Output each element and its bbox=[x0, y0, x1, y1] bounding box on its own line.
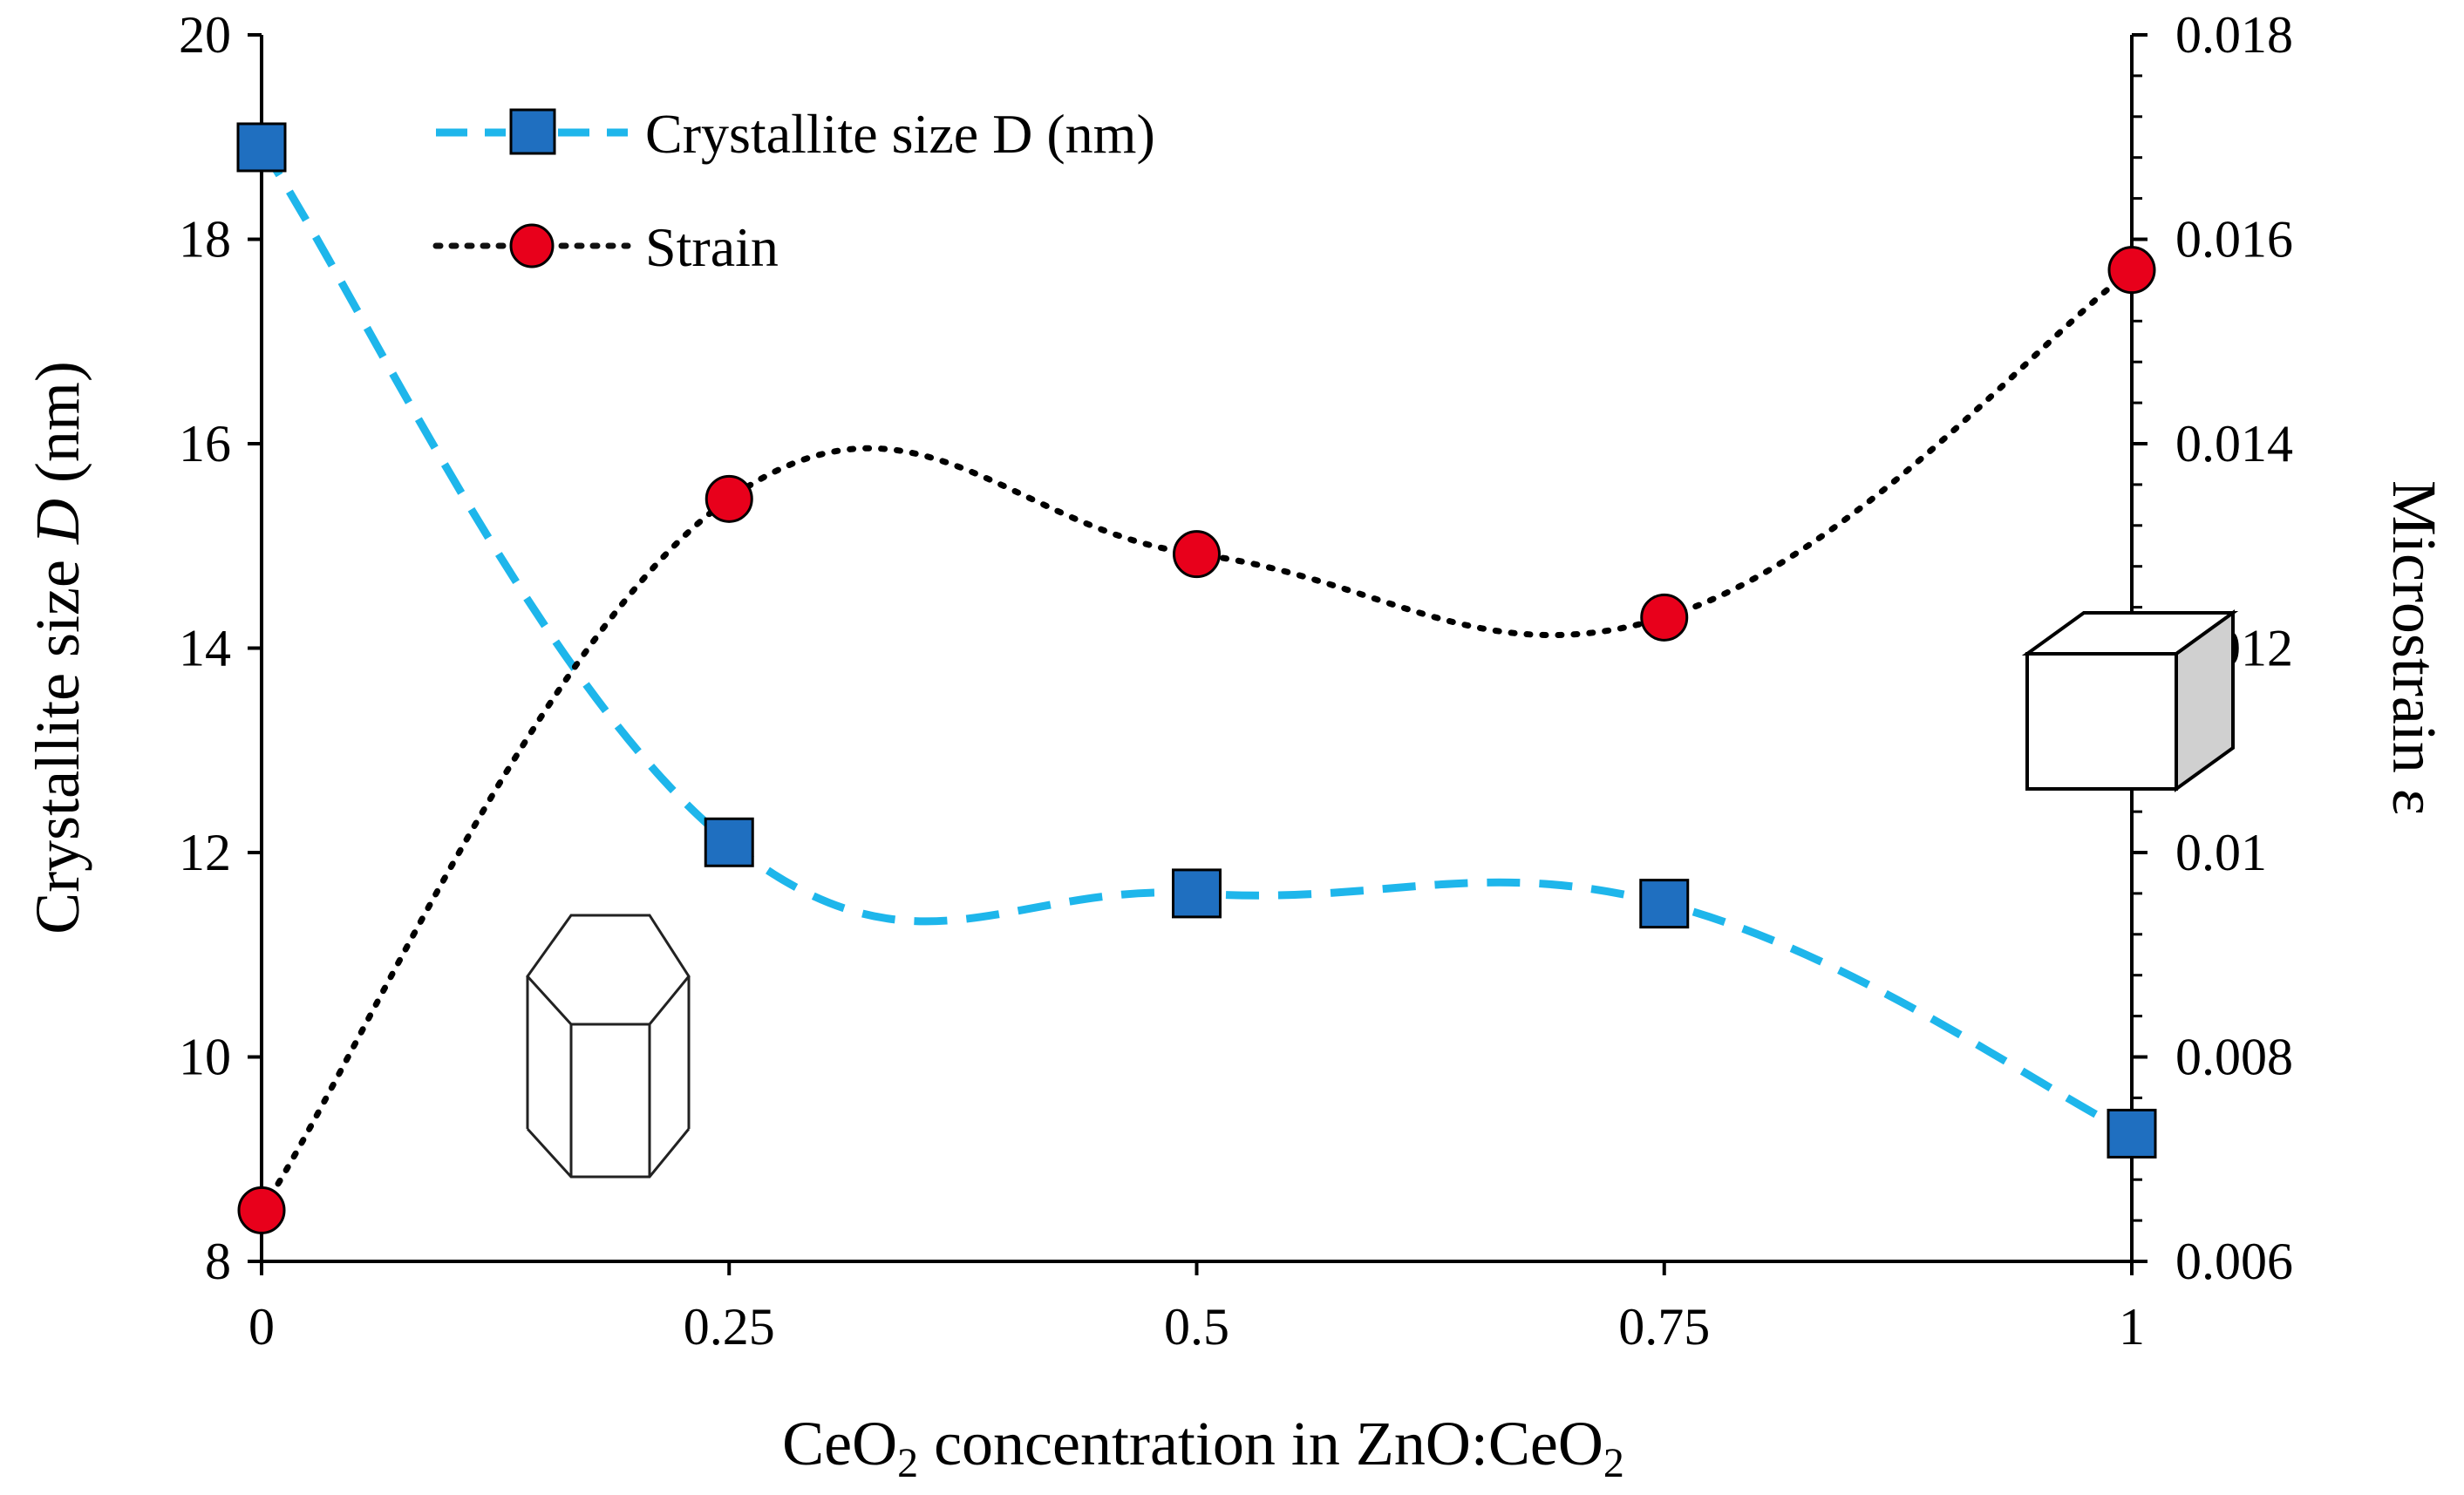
y-left-tick-label: 14 bbox=[179, 620, 231, 677]
y-left-tick-label: 16 bbox=[179, 415, 231, 472]
legend-square-marker bbox=[509, 108, 556, 155]
x-axis-title: CeO2 concentration in ZnO:CeO2 bbox=[782, 1409, 1624, 1486]
strain-marker bbox=[237, 1186, 286, 1234]
crystallite-size-marker bbox=[1172, 868, 1222, 919]
legend-circle-marker bbox=[509, 223, 555, 268]
y-left-tick-label: 20 bbox=[179, 6, 231, 64]
y-left-axis-title: Crystallite size D (nm) bbox=[23, 361, 92, 934]
strain-marker bbox=[1640, 593, 1689, 642]
y-left-tick-label: 10 bbox=[179, 1029, 231, 1086]
y-right-axis-title: Microstrain ε bbox=[2379, 480, 2449, 815]
hexagonal-prism-sketch bbox=[526, 914, 691, 1179]
series-markers bbox=[236, 122, 2157, 1234]
strain-marker bbox=[2107, 246, 2156, 295]
y-right-tick-label: 0.014 bbox=[2175, 415, 2293, 472]
y-left-tick-label: 18 bbox=[179, 211, 231, 268]
y-right-tick-label: 0.018 bbox=[2175, 6, 2293, 64]
x-tick-label: 0.25 bbox=[684, 1298, 775, 1356]
legend-label-strain: Strain bbox=[645, 216, 779, 278]
series-line-strain bbox=[258, 267, 2135, 1213]
crystallite-size-marker bbox=[2107, 1108, 2157, 1159]
legend-entry-crystallite-size: Crystallite size D (nm) bbox=[436, 103, 1155, 165]
series-lines bbox=[258, 145, 2135, 1213]
y-left-tick-label: 8 bbox=[205, 1233, 231, 1290]
y-right-tick-label: 0.01 bbox=[2175, 824, 2267, 881]
strain-marker bbox=[704, 474, 753, 523]
axes: 0 0.25 0.5 0.75 181012141618200.0060.0080.01… bbox=[179, 6, 2293, 1356]
crystallite-size-marker bbox=[704, 817, 754, 867]
y-right-tick-label: 0.008 bbox=[2175, 1029, 2293, 1086]
legend: Crystallite size D (nm) Strain bbox=[432, 103, 1155, 278]
x-tick-label: 0.75 bbox=[1618, 1298, 1710, 1356]
cube-sketch bbox=[2021, 609, 2239, 792]
legend-entry-strain: Strain bbox=[432, 216, 779, 278]
legend-label-crystallite-size: Crystallite size D (nm) bbox=[645, 103, 1155, 165]
x-tick-label: 0.5 bbox=[1164, 1298, 1229, 1356]
x-tick-label: 0 bbox=[248, 1298, 275, 1356]
y-right-tick-label: 0.016 bbox=[2175, 211, 2293, 268]
x-tick-label: 1 bbox=[2119, 1298, 2145, 1356]
y-right-tick-label: 0.006 bbox=[2175, 1233, 2293, 1290]
crystallite-size-marker bbox=[1639, 879, 1690, 929]
y-left-tick-label: 12 bbox=[179, 824, 231, 881]
crystallite-size-marker bbox=[236, 122, 287, 173]
series-line-crystallite-size bbox=[258, 145, 2134, 1138]
strain-marker bbox=[1173, 530, 1221, 579]
